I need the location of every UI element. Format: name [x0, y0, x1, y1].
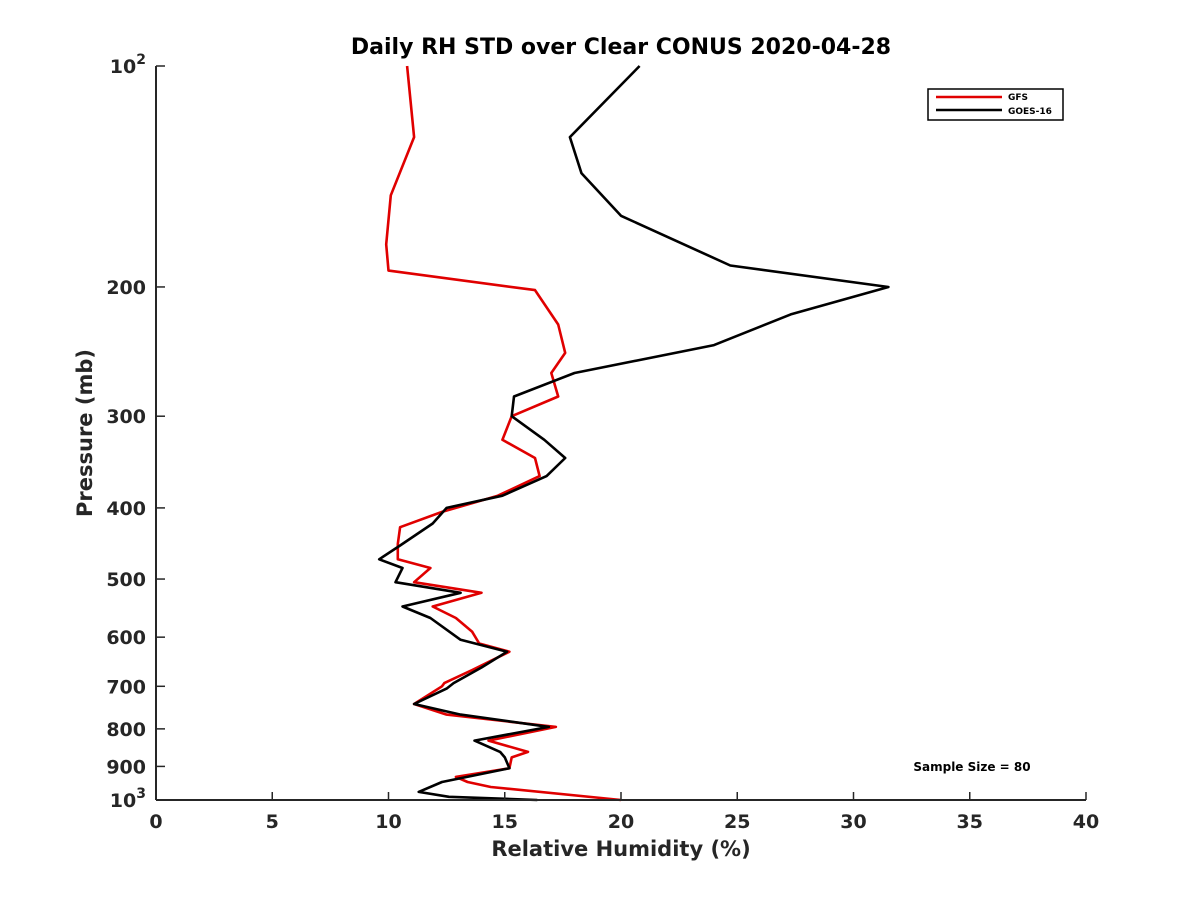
- x-tick-label: 30: [840, 811, 866, 833]
- series-layer: [377, 65, 890, 802]
- x-tick-label: 10: [375, 811, 401, 833]
- x-tick-label: 25: [724, 811, 750, 833]
- y-tick-label: 500: [106, 569, 146, 591]
- y-tick-label: 300: [106, 406, 146, 428]
- x-tick-label: 5: [266, 811, 279, 833]
- y-tick-label: 800: [106, 719, 146, 741]
- y-tick-label: 600: [106, 627, 146, 649]
- legend-box: [927, 88, 1064, 121]
- y-tick-label: 103: [110, 786, 146, 812]
- x-axis-label: Relative Humidity (%): [491, 837, 750, 861]
- y-tick-label: 900: [106, 756, 146, 778]
- x-tick-label: 35: [957, 811, 983, 833]
- y-tick-label: 200: [106, 277, 146, 299]
- y-axis-ticks: 102 200 300 400 500 600 700 800 900 103: [106, 52, 165, 812]
- x-tick-label: 0: [149, 811, 162, 833]
- legend-label-goes16: GOES-16: [1008, 107, 1052, 117]
- series-line-goes16: [377, 65, 890, 802]
- y-axis-label: Pressure (mb): [73, 349, 97, 517]
- y-tick-label: 700: [106, 676, 146, 698]
- legend-label-gfs: GFS: [1008, 93, 1028, 103]
- x-tick-label: 40: [1073, 811, 1099, 833]
- legend: GFS GOES-16: [927, 88, 1064, 121]
- chart-title: Daily RH STD over Clear CONUS 2020-04-28: [351, 35, 891, 60]
- y-tick-label: 400: [106, 498, 146, 520]
- x-axis-ticks: 0 5 10 15 20 25 30 35 40: [149, 792, 1099, 833]
- x-tick-label: 20: [608, 811, 634, 833]
- series-line-gfs: [384, 65, 622, 802]
- x-tick-label: 15: [492, 811, 518, 833]
- y-tick-label: 102: [110, 52, 146, 78]
- sample-size-annotation: Sample Size = 80: [913, 760, 1030, 774]
